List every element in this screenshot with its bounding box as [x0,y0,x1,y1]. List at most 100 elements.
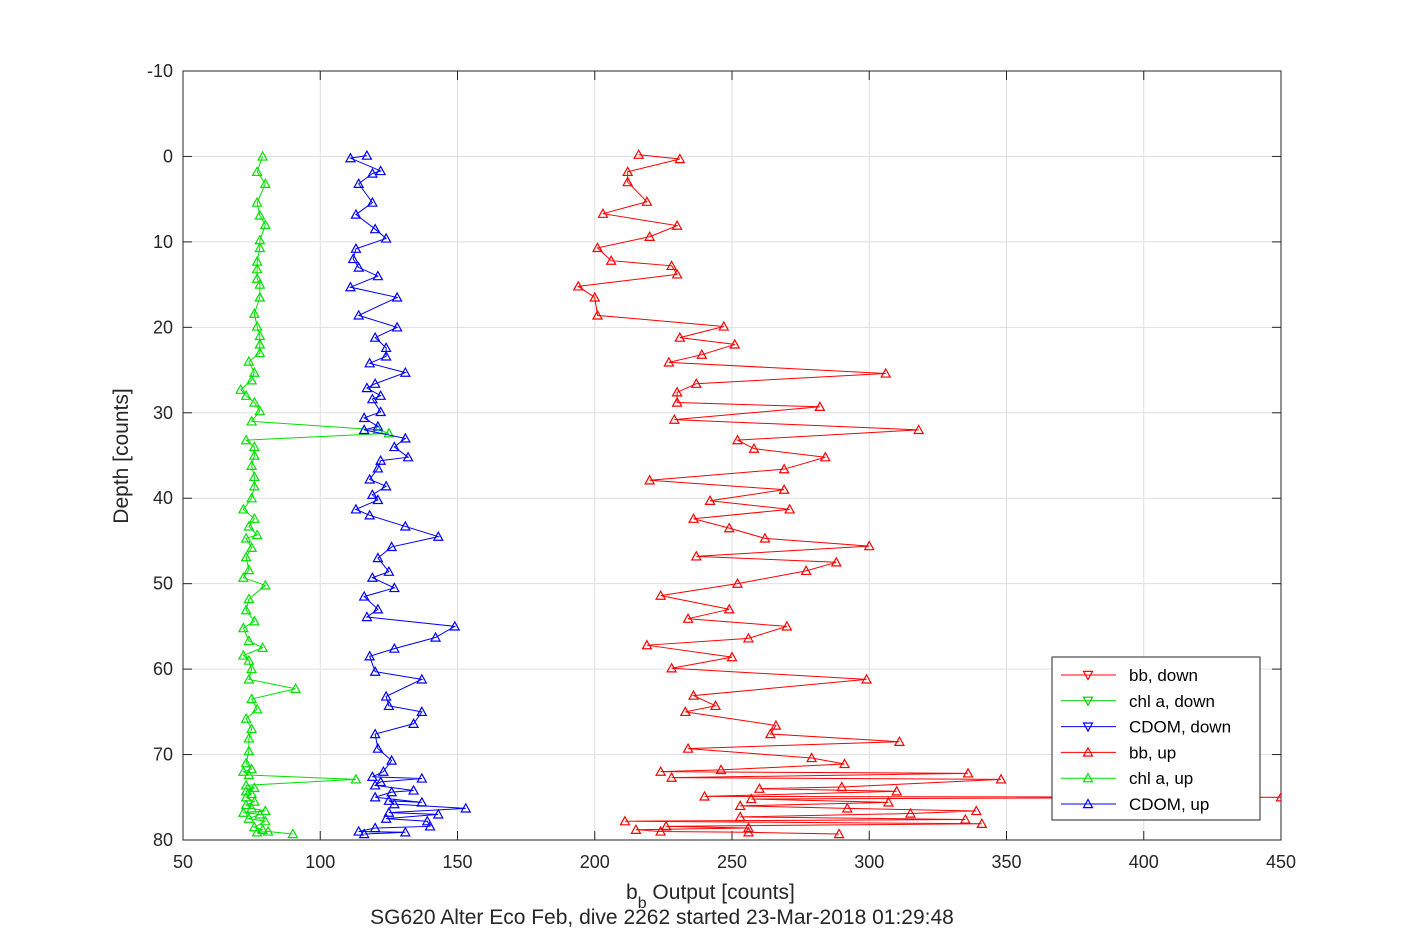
data-point [432,530,444,541]
data-point [753,782,765,793]
series-layer [235,149,1281,839]
x-axis-label: bb Output [counts] [626,881,795,912]
data-point [421,815,433,826]
y-tick-label: 50 [153,574,173,594]
data-point [380,350,392,361]
data-point [259,178,271,188]
data-point [364,473,376,484]
data-point [237,571,249,582]
data-point [344,152,356,163]
data-point [690,377,702,388]
legend-entry: CDOM, up [1129,795,1209,814]
data-point [240,779,252,790]
data-point [710,700,722,711]
data-point [630,824,642,834]
data-point [715,764,727,775]
data-point [742,632,754,643]
data-point [243,745,255,756]
legend-entry: chl a, down [1129,692,1215,711]
data-point [248,396,260,407]
legend-entry: bb, up [1129,743,1176,762]
y-tick-label: 40 [153,488,173,508]
data-point [369,665,381,676]
data-point [723,522,735,533]
data-point [254,234,266,245]
data-point [358,412,370,423]
series-bb-up [572,149,1281,839]
data-point [904,807,916,818]
data-point [383,794,395,805]
data-point [970,805,982,816]
data-point [243,635,255,646]
legend-entry: CDOM, down [1129,718,1231,737]
data-point [690,550,702,561]
data-point [248,307,260,318]
x-tick-label: 150 [442,852,472,872]
data-point [251,320,263,331]
data-point [361,149,373,160]
data-point [591,242,604,253]
data-point [430,631,442,642]
data-point [819,451,831,462]
data-point [290,683,302,693]
data-point [959,813,971,824]
data-point [745,793,757,804]
data-point [399,366,411,377]
data-point [388,582,400,593]
data-point [668,413,680,424]
data-point [781,620,793,631]
data-point [860,673,873,684]
data-point [386,754,398,765]
data-point [704,495,716,505]
x-tick-label: 200 [580,852,610,872]
data-point [358,424,370,435]
data-point [369,791,381,802]
data-point [243,593,255,604]
data-point [366,489,378,500]
data-point [251,703,263,714]
data-point [836,781,848,792]
series-line [348,155,466,835]
data-point [248,480,260,491]
data-point [243,732,255,743]
data-point [361,611,373,622]
data-point [778,483,790,494]
data-point [976,818,988,828]
data-point [237,622,249,633]
data-point [644,231,656,241]
x-axis-label-rest: Output [counts] [647,881,795,904]
data-point [416,796,428,807]
data-point [350,773,362,784]
data-point [251,272,263,283]
data-point [660,820,672,831]
data-point [622,176,634,187]
data-point [237,806,249,817]
data-point [641,639,653,650]
data-point [254,242,266,253]
data-point [350,503,362,514]
data-point [388,642,400,653]
data-point [402,451,414,462]
data-point [830,556,842,567]
data-point [408,784,420,795]
data-point [344,281,356,292]
data-point [240,799,252,810]
data-point [248,782,260,793]
data-point [1275,791,1281,802]
data-point [240,604,252,615]
data-point [688,689,700,700]
data-point [841,802,853,813]
data-point [257,150,269,161]
data-point [644,474,656,485]
data-point [806,752,818,763]
data-point [353,178,365,188]
y-tick-label: 30 [153,403,173,423]
data-point [248,821,260,832]
data-point [731,577,744,588]
data-point [383,700,395,711]
data-point [372,270,384,281]
data-point [671,396,683,407]
data-point [372,420,384,431]
data-point [380,342,392,353]
data-point [364,509,376,520]
